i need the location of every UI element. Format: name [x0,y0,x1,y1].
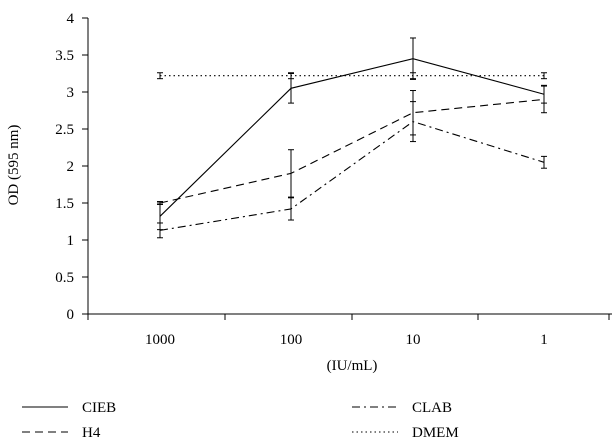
y-tick-label: 4 [67,11,75,27]
legend-label: H4 [82,425,101,441]
legend-item-h4: H4 [22,425,101,441]
y-tick-label: 2.5 [55,122,74,138]
legend-label: CIEB [82,400,116,416]
error-bar [288,197,294,221]
y-tick-label: 3.5 [55,48,74,64]
series-line [159,120,545,231]
x-axis: 1000 100 10 1 [87,313,612,348]
legend-item-cieb: CIEB [22,400,116,416]
error-bar [410,72,416,80]
error-bar [288,149,294,198]
y-tick-label: 0.5 [55,270,74,286]
series-line [159,98,545,204]
error-bar [157,201,163,205]
legend-label: CLAB [412,400,452,416]
y-tick-label: 1.5 [55,196,74,212]
error-bar [157,222,163,239]
x-tick-label: 1 [540,332,548,348]
legend-item-clab: CLAB [352,400,452,416]
y-axis: 0 0.5 1 1.5 2 2.5 3 3.5 4 [55,11,89,323]
y-tick-label: 2 [67,159,75,175]
legend: CIEB H4 CLAB DMEM [22,400,459,441]
error-bar [541,85,547,114]
legend-label: DMEM [412,425,459,441]
error-bar [157,72,163,80]
series-cieb [157,37,547,231]
x-tick-label: 10 [406,332,421,348]
series-layer [157,37,547,239]
x-axis-title: (IU/mL) [327,358,378,374]
y-tick-label: 1 [67,233,75,249]
y-axis-title: OD (595 nm) [6,125,22,206]
error-bar [541,72,547,80]
series-h4 [157,85,547,205]
x-tick-label: 100 [280,332,303,348]
y-tick-label: 0 [67,307,75,323]
error-bar [410,101,416,143]
y-tick-label: 3 [67,85,75,101]
error-bar [288,72,294,80]
series-clab [157,101,547,239]
series-dmem [157,72,547,80]
series-line [159,58,545,217]
legend-item-dmem: DMEM [352,425,459,441]
error-bar [541,155,547,169]
x-tick-label: 1000 [145,332,175,348]
